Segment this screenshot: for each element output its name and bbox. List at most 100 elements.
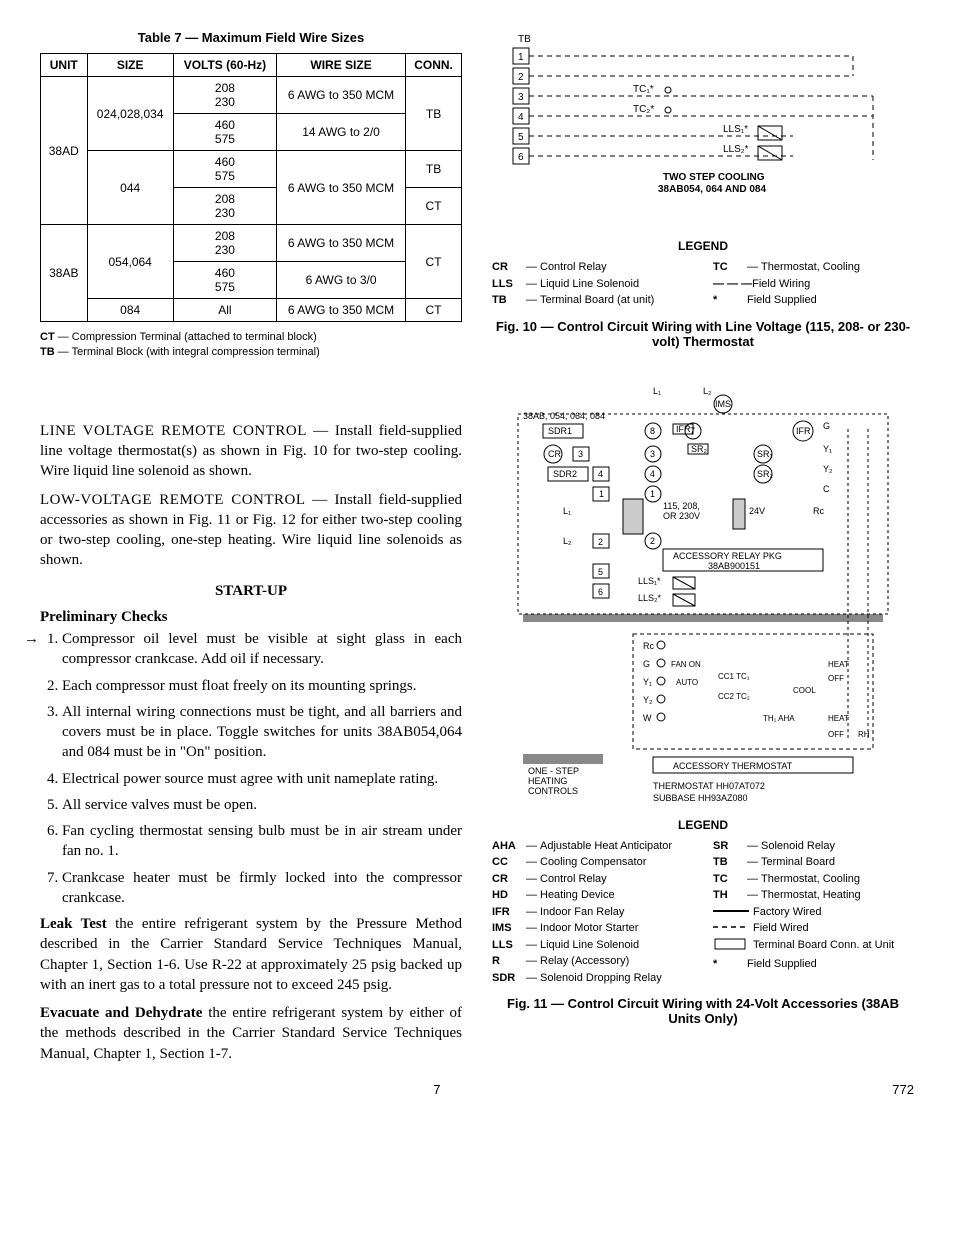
startup-heading: START-UP <box>40 581 462 601</box>
svg-text:CC2 TC₂: CC2 TC₂ <box>718 692 750 701</box>
svg-text:Y₁: Y₁ <box>643 677 652 687</box>
th-wire: WIRE SIZE <box>277 54 406 77</box>
body-text: LINE VOLTAGE REMOTE CONTROL — Install fi… <box>40 421 462 1064</box>
svg-text:5: 5 <box>598 567 603 577</box>
td-volts: 208230 <box>173 225 276 262</box>
td-volts: 460575 <box>173 114 276 151</box>
svg-text:IFR: IFR <box>676 424 691 434</box>
fig11-legend-title: LEGEND <box>492 818 914 832</box>
th-unit: UNIT <box>41 54 88 77</box>
td-conn: CT <box>406 299 462 322</box>
svg-text:W: W <box>643 713 652 723</box>
fig11-legend: AHA—Adjustable Heat Anticipator CC—Cooli… <box>492 838 914 987</box>
td-size: 084 <box>87 299 173 322</box>
svg-text:2: 2 <box>650 536 655 546</box>
td-size: 054,064 <box>87 225 173 299</box>
fig10-legend-title: LEGEND <box>492 239 914 253</box>
svg-text:OFF: OFF <box>828 730 844 739</box>
svg-text:6: 6 <box>598 587 603 597</box>
check-1: →Compressor oil level must be visible at… <box>62 629 462 670</box>
svg-text:TH₁ AHA: TH₁ AHA <box>763 714 795 723</box>
table-title: Table 7 — Maximum Field Wire Sizes <box>40 30 462 45</box>
svg-text:2: 2 <box>598 537 603 547</box>
svg-text:Y₂: Y₂ <box>823 464 833 474</box>
td-unit: 38AB <box>41 225 88 322</box>
td-volts: All <box>173 299 276 322</box>
svg-text:Rc: Rc <box>813 506 824 516</box>
svg-text:IMS: IMS <box>715 399 731 409</box>
td-size: 024,028,034 <box>87 77 173 151</box>
svg-text:L₂: L₂ <box>563 536 572 546</box>
svg-text:THERMOSTAT HH07AT072: THERMOSTAT HH07AT072 <box>653 781 765 791</box>
fig11-caption: Fig. 11 — Control Circuit Wiring with 24… <box>492 996 914 1026</box>
svg-text:CONTROLS: CONTROLS <box>528 786 578 796</box>
fig11-diagram: L₁L₂ IMS 38AB, 054, 064, 084 SDR1 8 7 IF… <box>492 379 914 809</box>
th-size: SIZE <box>87 54 173 77</box>
svg-text:1: 1 <box>518 52 524 63</box>
td-size: 044 <box>87 151 173 225</box>
td-wire: 6 AWG to 350 MCM <box>277 225 406 262</box>
td-unit: 38AD <box>41 77 88 225</box>
table-footnotes: CT — Compression Terminal (attached to t… <box>40 330 462 361</box>
td-volts: 460575 <box>173 262 276 299</box>
svg-text:ONE - STEP: ONE - STEP <box>528 766 579 776</box>
svg-text:OFF: OFF <box>828 674 844 683</box>
check-4: Electrical power source must agree with … <box>62 769 462 789</box>
svg-text:OR 230V: OR 230V <box>663 511 700 521</box>
svg-text:38AB900151: 38AB900151 <box>708 561 760 571</box>
svg-text:ACCESSORY RELAY PKG: ACCESSORY RELAY PKG <box>673 551 782 561</box>
svg-text:SR₁: SR₁ <box>757 449 773 459</box>
svg-text:LLS₁*: LLS₁* <box>723 124 748 135</box>
svg-text:TWO STEP COOLING: TWO STEP COOLING <box>663 172 765 183</box>
fig10-diagram: TB 1 2 3 4 5 6 TC₁* TC₂* LLS₁* LLS₂* TWO <box>492 30 914 230</box>
td-wire: 6 AWG to 350 MCM <box>277 299 406 322</box>
svg-text:24V: 24V <box>749 506 765 516</box>
check-3: All internal wiring connections must be … <box>62 702 462 763</box>
svg-text:L₁: L₁ <box>563 506 571 516</box>
td-volts: 208230 <box>173 77 276 114</box>
svg-text:1: 1 <box>599 489 604 499</box>
svg-text:SDR1: SDR1 <box>548 426 572 436</box>
fig10-caption: Fig. 10 — Control Circuit Wiring with Li… <box>492 319 914 349</box>
check-2: Each compressor must float freely on its… <box>62 676 462 696</box>
svg-text:LLS₁*: LLS₁* <box>638 576 661 586</box>
td-wire: 6 AWG to 3/0 <box>277 262 406 299</box>
svg-text:HEAT: HEAT <box>828 714 849 723</box>
check-5: All service valves must be open. <box>62 795 462 815</box>
svg-text:4: 4 <box>598 469 603 479</box>
svg-text:HEAT: HEAT <box>828 660 849 669</box>
svg-text:115, 208,: 115, 208, <box>663 501 700 511</box>
svg-text:G: G <box>643 659 650 669</box>
svg-text:3: 3 <box>518 92 524 103</box>
svg-text:2: 2 <box>518 72 524 83</box>
wire-size-table: UNIT SIZE VOLTS (60-Hz) WIRE SIZE CONN. … <box>40 53 462 322</box>
svg-text:TB: TB <box>518 34 531 45</box>
th-conn: CONN. <box>406 54 462 77</box>
td-wire: 6 AWG to 350 MCM <box>277 77 406 114</box>
svg-text:5: 5 <box>518 132 524 143</box>
svg-text:COOL: COOL <box>793 686 816 695</box>
svg-text:3: 3 <box>650 449 655 459</box>
svg-text:4: 4 <box>650 469 655 479</box>
svg-text:8: 8 <box>650 426 655 436</box>
svg-text:L₁: L₁ <box>653 386 661 396</box>
td-volts: 208230 <box>173 188 276 225</box>
svg-text:38AB, 054, 064, 084: 38AB, 054, 064, 084 <box>523 411 605 421</box>
check-7: Crankcase heater must be firmly locked i… <box>62 868 462 909</box>
svg-text:Y₂: Y₂ <box>643 695 653 705</box>
th-volts: VOLTS (60-Hz) <box>173 54 276 77</box>
svg-text:4: 4 <box>518 112 524 123</box>
svg-text:38AB054, 064 AND 084: 38AB054, 064 AND 084 <box>658 184 766 195</box>
page-number-center: 7 <box>433 1082 440 1097</box>
svg-text:TC₂*: TC₂* <box>633 104 654 115</box>
svg-text:FAN ON: FAN ON <box>671 660 701 669</box>
svg-text:SR₂: SR₂ <box>757 469 774 479</box>
svg-text:CR: CR <box>548 449 561 459</box>
svg-text:LLS₂*: LLS₂* <box>723 144 749 155</box>
td-conn: TB <box>406 77 462 151</box>
svg-text:C: C <box>823 484 830 494</box>
page-number-right: 772 <box>892 1082 914 1097</box>
svg-text:Rc: Rc <box>643 641 654 651</box>
td-wire: 6 AWG to 350 MCM <box>277 151 406 225</box>
svg-text:HEATING: HEATING <box>528 776 567 786</box>
